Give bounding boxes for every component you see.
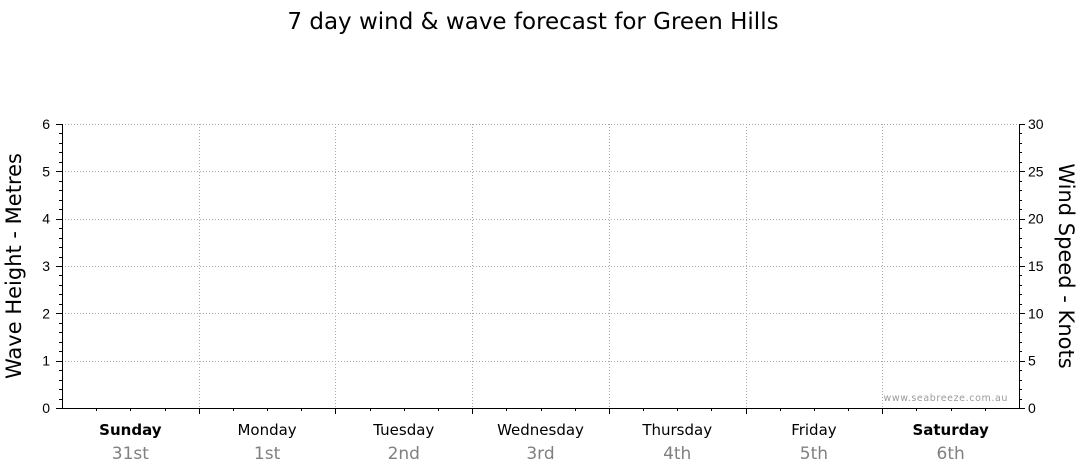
right-tick-label: 15	[1028, 258, 1044, 274]
left-tick-label: 4	[42, 211, 50, 227]
right-tick-label: 20	[1028, 211, 1044, 227]
right-axis-ticks: 0 5 10 15 20 25 30	[1019, 116, 1044, 416]
day-name-label: Saturday	[912, 421, 989, 439]
left-tick-label: 5	[42, 163, 50, 179]
right-tick-label: 0	[1028, 400, 1036, 416]
right-axis-title: Wind Speed - Knots	[1054, 163, 1078, 368]
day-name-label: Friday	[791, 421, 837, 439]
right-tick-label: 30	[1028, 116, 1044, 132]
right-tick-label: 5	[1028, 353, 1036, 369]
left-axis-ticks: 0 1 2 3 4 5 6	[42, 116, 62, 416]
day-name-label: Wednesday	[497, 421, 584, 439]
left-tick-label: 3	[42, 258, 50, 274]
day-date-label: 6th	[937, 444, 965, 464]
watermark: www.seabreeze.com.au	[884, 393, 1009, 404]
day-name-label: Tuesday	[372, 421, 434, 439]
day-date-label: 4th	[663, 444, 691, 464]
day-date-label: 5th	[800, 444, 828, 464]
day-date-label: 1st	[254, 444, 281, 464]
day-date-label: 2nd	[388, 444, 420, 464]
right-tick-label: 25	[1028, 163, 1044, 179]
day-name-label: Thursday	[641, 421, 712, 439]
right-tick-label: 10	[1028, 305, 1044, 321]
day-date-label: 31st	[112, 444, 149, 464]
left-axis-title: Wave Height - Metres	[2, 153, 26, 379]
left-tick-label: 2	[42, 305, 50, 321]
grid-lines	[62, 124, 1019, 408]
day-name-label: Monday	[237, 421, 296, 439]
axes	[62, 124, 1020, 409]
day-name-label: Sunday	[99, 421, 162, 439]
chart-title: 7 day wind & wave forecast for Green Hil…	[287, 9, 778, 35]
left-tick-label: 1	[42, 353, 50, 369]
left-tick-label: 6	[42, 116, 50, 132]
day-labels: Sunday 31st Monday 1st Tuesday 2nd Wednesday 3r…	[96, 408, 989, 464]
day-date-label: 3rd	[526, 444, 554, 464]
left-tick-label: 0	[42, 400, 50, 416]
